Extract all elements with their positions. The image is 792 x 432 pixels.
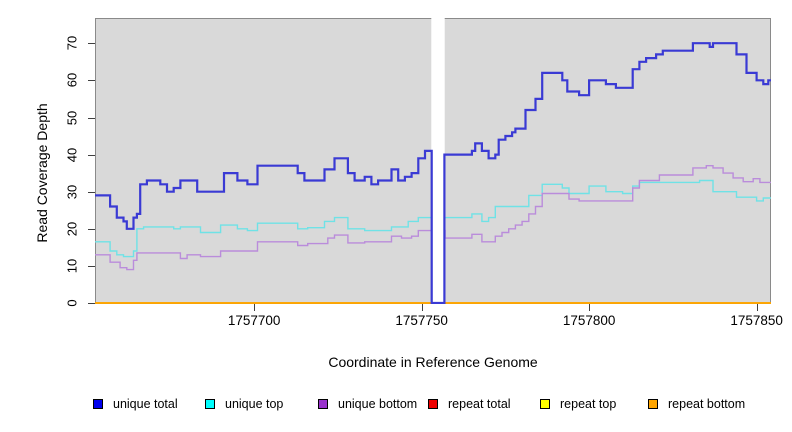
x-tick-label: 1757700 [227, 313, 281, 328]
legend-swatch-repeat-total [428, 399, 438, 409]
y-tick-mark [88, 303, 95, 304]
y-tick-label: 40 [64, 147, 80, 162]
x-tick-mark [756, 304, 758, 311]
legend-swatch-unique-bottom [318, 399, 328, 409]
y-tick-label: 70 [64, 35, 80, 51]
chart-canvas [95, 18, 771, 304]
series-line-unique-bottom [95, 165, 771, 271]
y-tick-label: 30 [64, 184, 80, 199]
x-tick-label: 1757800 [562, 313, 616, 328]
y-tick-mark [88, 265, 95, 267]
x-tick-label: 1757850 [730, 313, 783, 328]
masked-gap-band [431, 18, 445, 304]
legend-label-unique-total: unique total [113, 397, 178, 411]
legend-swatch-unique-top [205, 399, 215, 409]
legend-label-repeat-bottom: repeat bottom [668, 397, 746, 411]
y-tick-label: 60 [64, 73, 80, 88]
y-tick-label: 0 [64, 299, 80, 307]
y-tick-mark [88, 191, 95, 193]
x-tick-mark [421, 304, 423, 311]
legend-label-unique-top: unique top [225, 397, 284, 411]
legend-swatch-repeat-bottom [648, 399, 658, 409]
x-tick-mark [589, 304, 591, 311]
x-tick-mark [254, 304, 256, 311]
legend-label-unique-bottom: unique bottom [338, 397, 418, 411]
y-tick-label: 10 [64, 258, 80, 274]
legend-label-repeat-total: repeat total [448, 397, 511, 411]
y-tick-label: 50 [64, 110, 80, 125]
legend-label-repeat-top: repeat top [560, 397, 617, 411]
legend-swatch-repeat-top [540, 399, 550, 409]
y-tick-mark [88, 43, 95, 45]
plot-panel [95, 18, 771, 304]
x-axis-title: Coordinate in Reference Genome [328, 354, 538, 370]
x-tick-label: 1757750 [395, 313, 448, 328]
y-axis-title: Read Coverage Depth [34, 103, 50, 243]
series-line-unique-total [95, 42, 771, 304]
y-tick-label: 20 [64, 221, 80, 237]
y-tick-mark [88, 154, 95, 156]
legend-swatch-unique-total [93, 399, 103, 409]
y-tick-mark [88, 117, 95, 119]
y-tick-mark [88, 228, 95, 230]
y-tick-mark [88, 80, 95, 82]
